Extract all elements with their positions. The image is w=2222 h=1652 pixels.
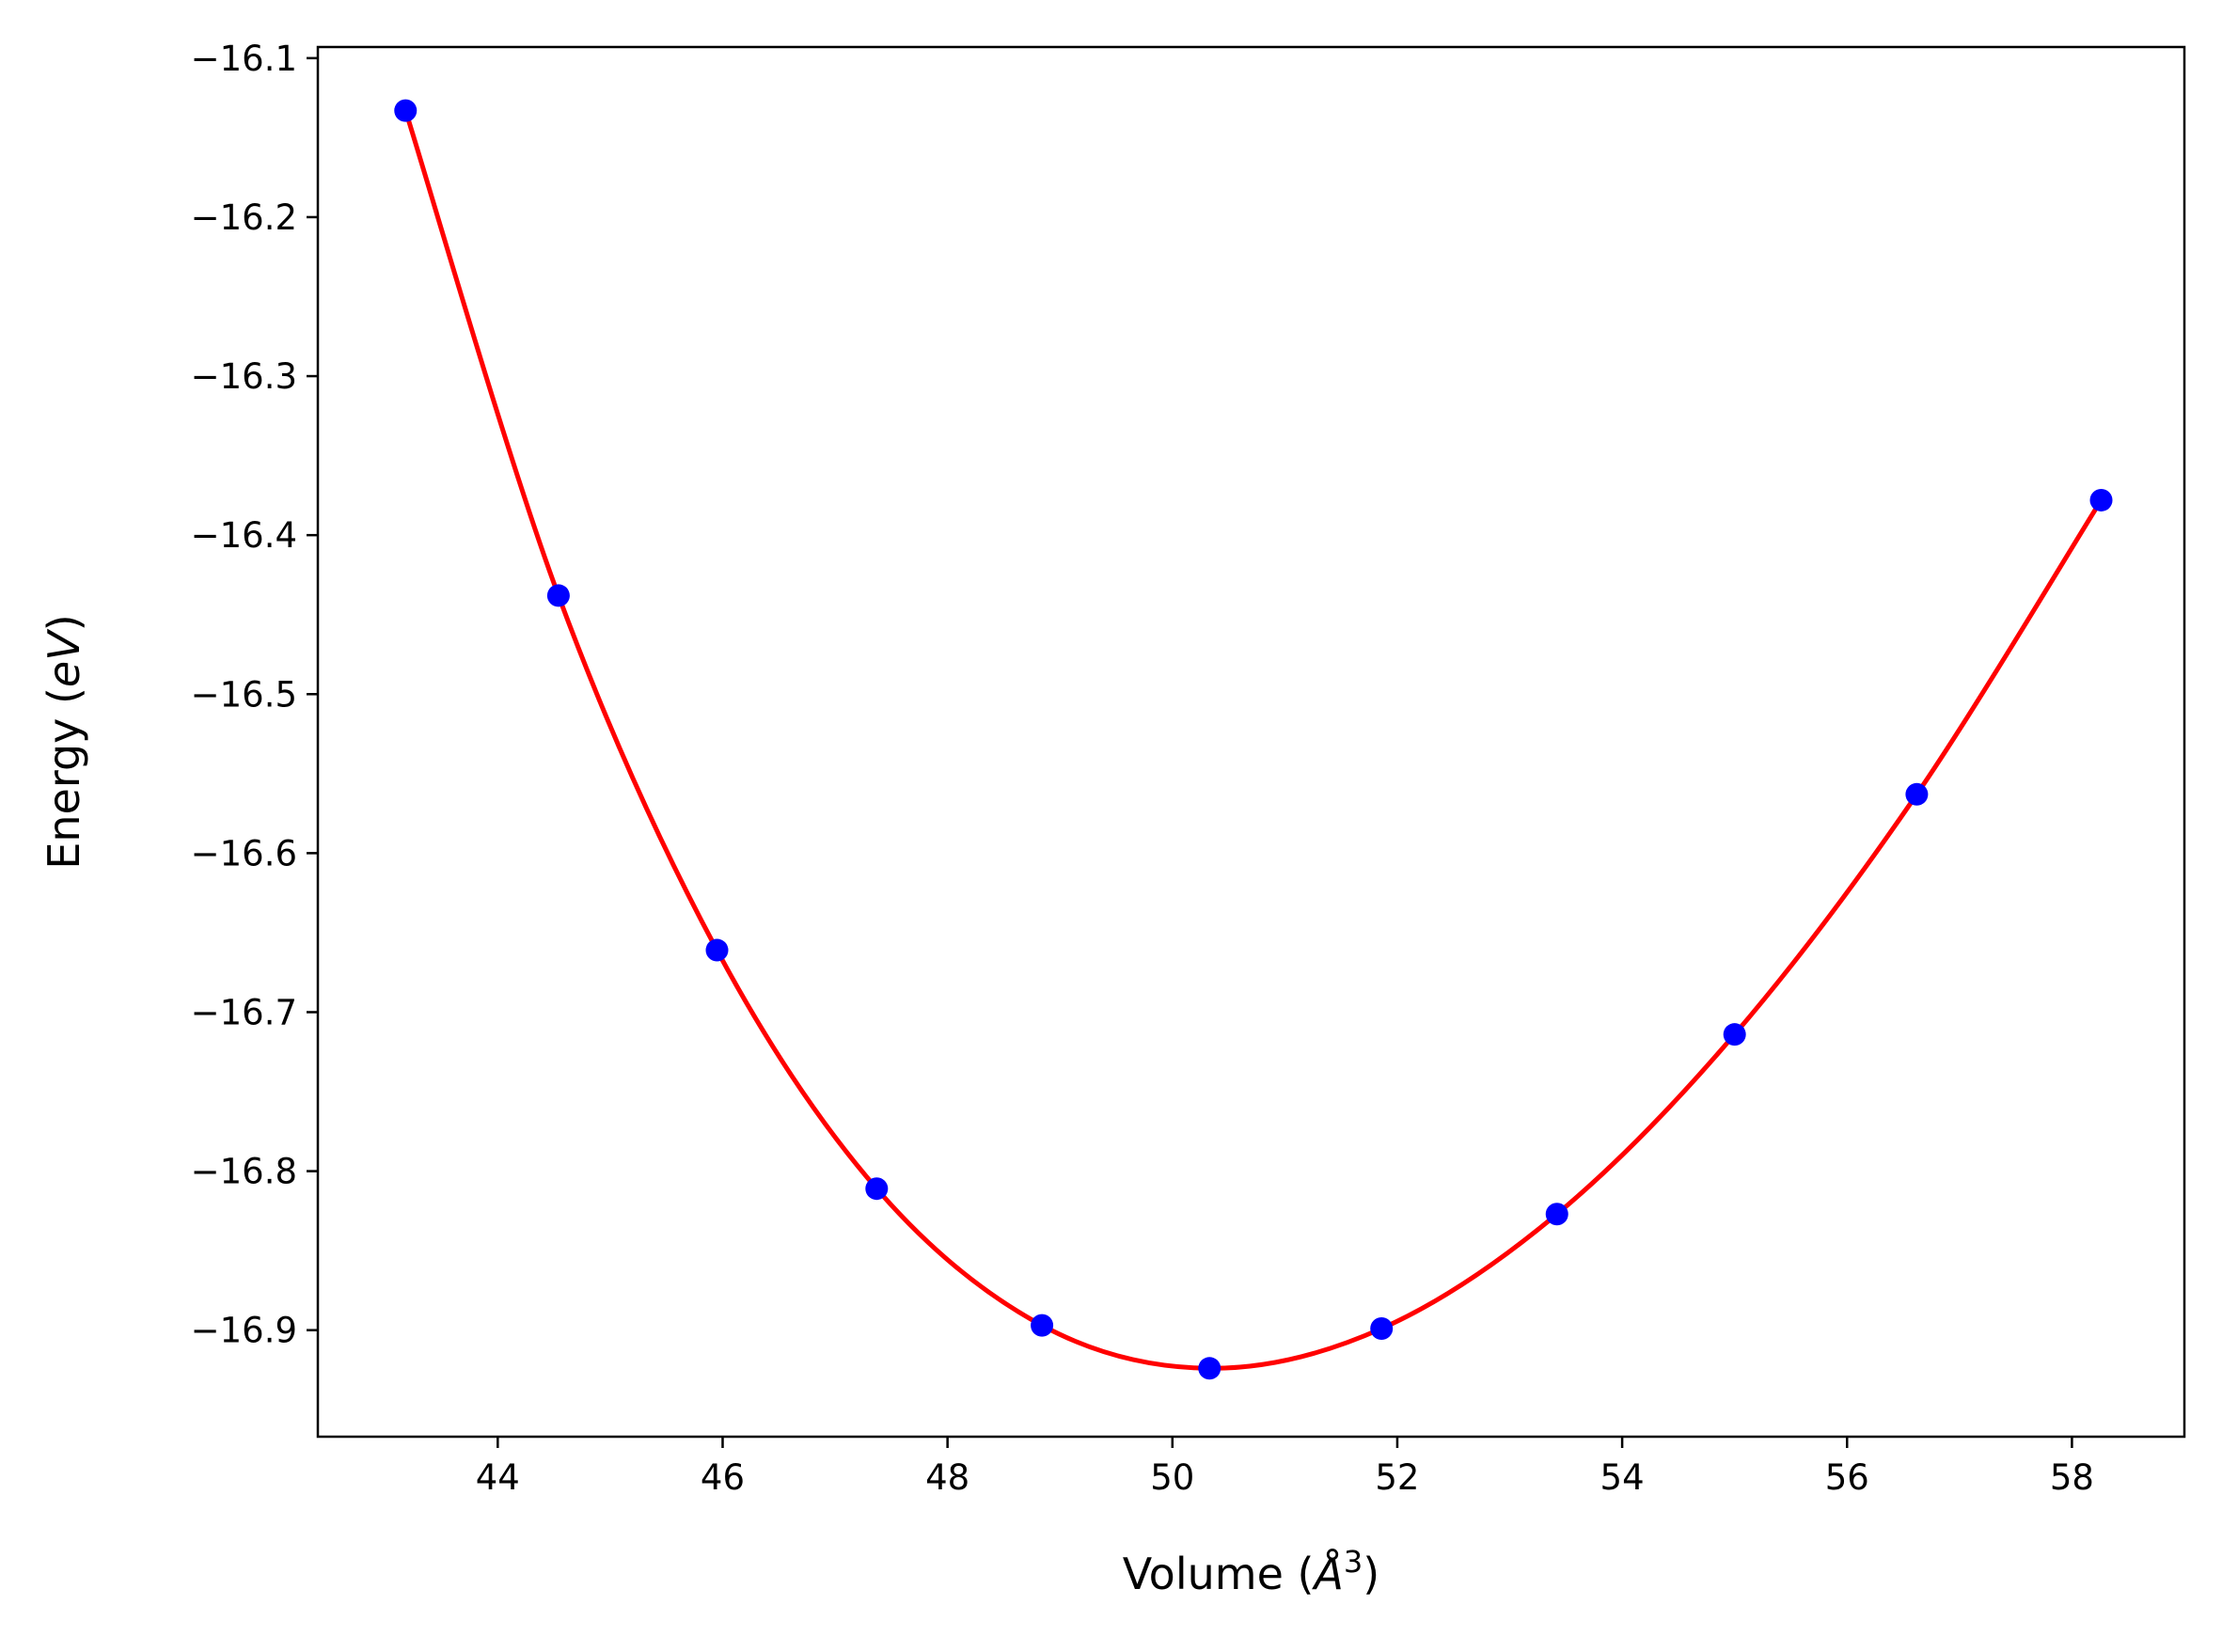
y-axis-label-unit: eV bbox=[39, 628, 89, 687]
x-tick-label: 52 bbox=[1375, 1457, 1419, 1498]
data-point bbox=[1031, 1314, 1054, 1337]
y-axis-ticks: −16.1 −16.2 −16.3 −16.4 −16.5 −16.6 −16.7 −16.8… bbox=[191, 39, 318, 1351]
fit-curve-layer bbox=[402, 109, 2104, 1371]
x-axis-label: Volume (Å3) bbox=[1123, 1544, 1379, 1599]
y-axis-label-suffix: ) bbox=[39, 614, 89, 631]
x-tick-label: 56 bbox=[1825, 1457, 1869, 1498]
data-point bbox=[1545, 1203, 1568, 1226]
x-axis-label-superscript: 3 bbox=[1344, 1544, 1363, 1580]
data-point bbox=[1198, 1357, 1221, 1380]
data-point bbox=[705, 938, 729, 962]
data-point bbox=[1370, 1317, 1394, 1341]
data-point bbox=[546, 584, 570, 607]
y-tick-label: −16.5 bbox=[191, 674, 297, 715]
x-tick-label: 50 bbox=[1150, 1457, 1194, 1498]
x-tick-label: 48 bbox=[925, 1457, 969, 1498]
x-tick-label: 58 bbox=[2050, 1457, 2094, 1498]
y-tick-label: −16.9 bbox=[191, 1311, 297, 1351]
fit-curve-line bbox=[402, 109, 2104, 1371]
data-point bbox=[1905, 782, 1929, 806]
y-tick-label: −16.3 bbox=[191, 356, 297, 397]
data-point bbox=[394, 99, 418, 122]
data-point bbox=[1723, 1023, 1746, 1046]
data-points-layer bbox=[394, 99, 2113, 1380]
y-tick-label: −16.6 bbox=[191, 833, 297, 873]
x-tick-label: 54 bbox=[1600, 1457, 1645, 1498]
x-tick-label: 46 bbox=[701, 1457, 745, 1498]
y-tick-label: −16.2 bbox=[191, 197, 297, 238]
data-point bbox=[865, 1177, 889, 1201]
y-tick-label: −16.8 bbox=[191, 1152, 297, 1192]
plot-frame bbox=[316, 45, 2186, 1439]
y-axis-label: Energy (eV) bbox=[39, 614, 89, 869]
x-axis-label-symbol: Å bbox=[1311, 1549, 1343, 1599]
y-tick-label: −16.7 bbox=[191, 992, 297, 1032]
x-tick-label: 44 bbox=[476, 1457, 520, 1498]
x-axis-ticks: 44 46 48 50 52 54 56 58 bbox=[476, 1437, 2094, 1498]
y-axis-label-prefix: Energy ( bbox=[39, 687, 89, 870]
y-tick-label: −16.1 bbox=[191, 39, 297, 79]
x-axis-label-prefix: Volume ( bbox=[1123, 1549, 1315, 1599]
data-point bbox=[2089, 488, 2113, 511]
y-tick-label: −16.4 bbox=[191, 515, 297, 556]
x-axis-label-suffix: ) bbox=[1363, 1549, 1379, 1599]
